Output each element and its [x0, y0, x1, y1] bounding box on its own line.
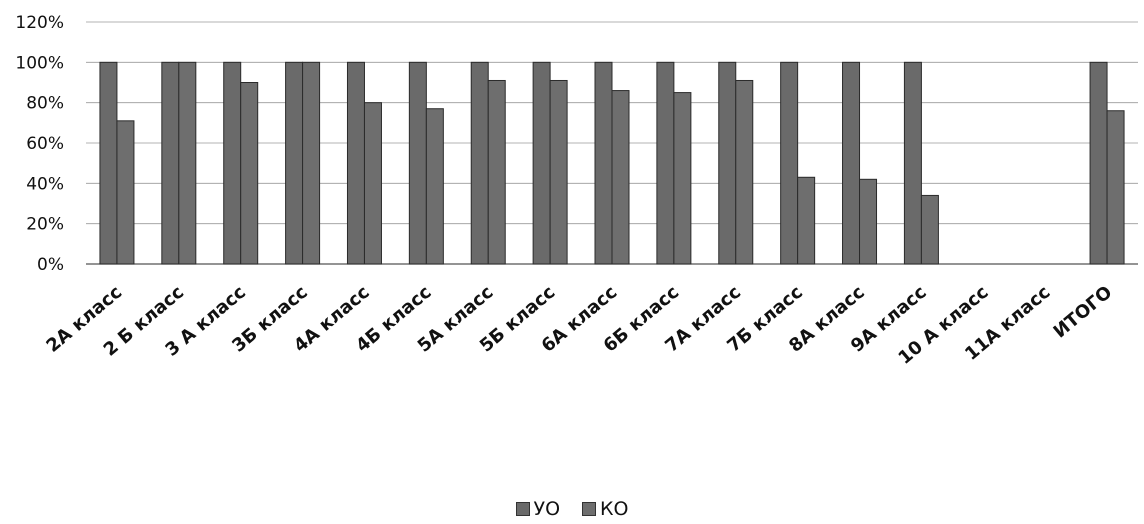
bars: [99, 61, 1125, 265]
bar-ko: [859, 178, 878, 265]
bar-uo: [99, 61, 118, 265]
bar-uo: [903, 61, 922, 265]
bar-ko: [240, 82, 259, 265]
bar-uo: [223, 61, 242, 265]
bar-uo: [780, 61, 799, 265]
bar-ko: [673, 92, 692, 265]
legend-swatch-ko: [582, 502, 597, 516]
bar-uo: [161, 61, 180, 265]
legend-item-ko: КО: [582, 498, 629, 520]
y-tick-label: 20%: [26, 215, 64, 235]
legend: УО КО: [0, 498, 1144, 520]
bar-uo: [470, 61, 489, 265]
y-tick-label: 60%: [26, 134, 64, 154]
bar-uo: [408, 61, 427, 265]
y-tick-label: 40%: [26, 174, 64, 194]
bar-uo: [718, 61, 737, 265]
bar-uo: [285, 61, 304, 265]
bar-ko: [920, 194, 939, 265]
y-tick-label: 0%: [37, 255, 64, 275]
bar-uo: [1089, 61, 1108, 265]
bar-ko: [797, 176, 816, 265]
bar-ko: [487, 79, 506, 265]
bar-ko: [302, 61, 321, 265]
legend-label-uo: УО: [533, 498, 561, 520]
bar-uo: [532, 61, 551, 265]
bar-uo: [594, 61, 613, 265]
x-tick-label: ИТОГО: [1050, 282, 1117, 343]
bar-ko: [611, 90, 630, 265]
y-tick-label: 120%: [15, 13, 64, 33]
bar-ko: [1106, 110, 1125, 265]
y-tick-label: 80%: [26, 94, 64, 114]
bar-ko: [735, 79, 754, 265]
y-tick-label: 100%: [15, 53, 64, 73]
bar-uo: [346, 61, 365, 265]
bar-ko: [549, 79, 568, 265]
y-axis: 0% 20% 40% 60% 80% 100% 120%: [15, 13, 64, 275]
bar-uo: [656, 61, 675, 265]
bar-ko: [178, 61, 197, 265]
bar-ko: [425, 108, 444, 265]
legend-item-uo: УО: [515, 498, 561, 520]
legend-label-ko: КО: [600, 498, 629, 520]
bar-uo: [842, 61, 861, 265]
legend-swatch-uo: [515, 502, 530, 516]
bar-ko: [363, 102, 382, 265]
bar-ko: [116, 120, 135, 265]
